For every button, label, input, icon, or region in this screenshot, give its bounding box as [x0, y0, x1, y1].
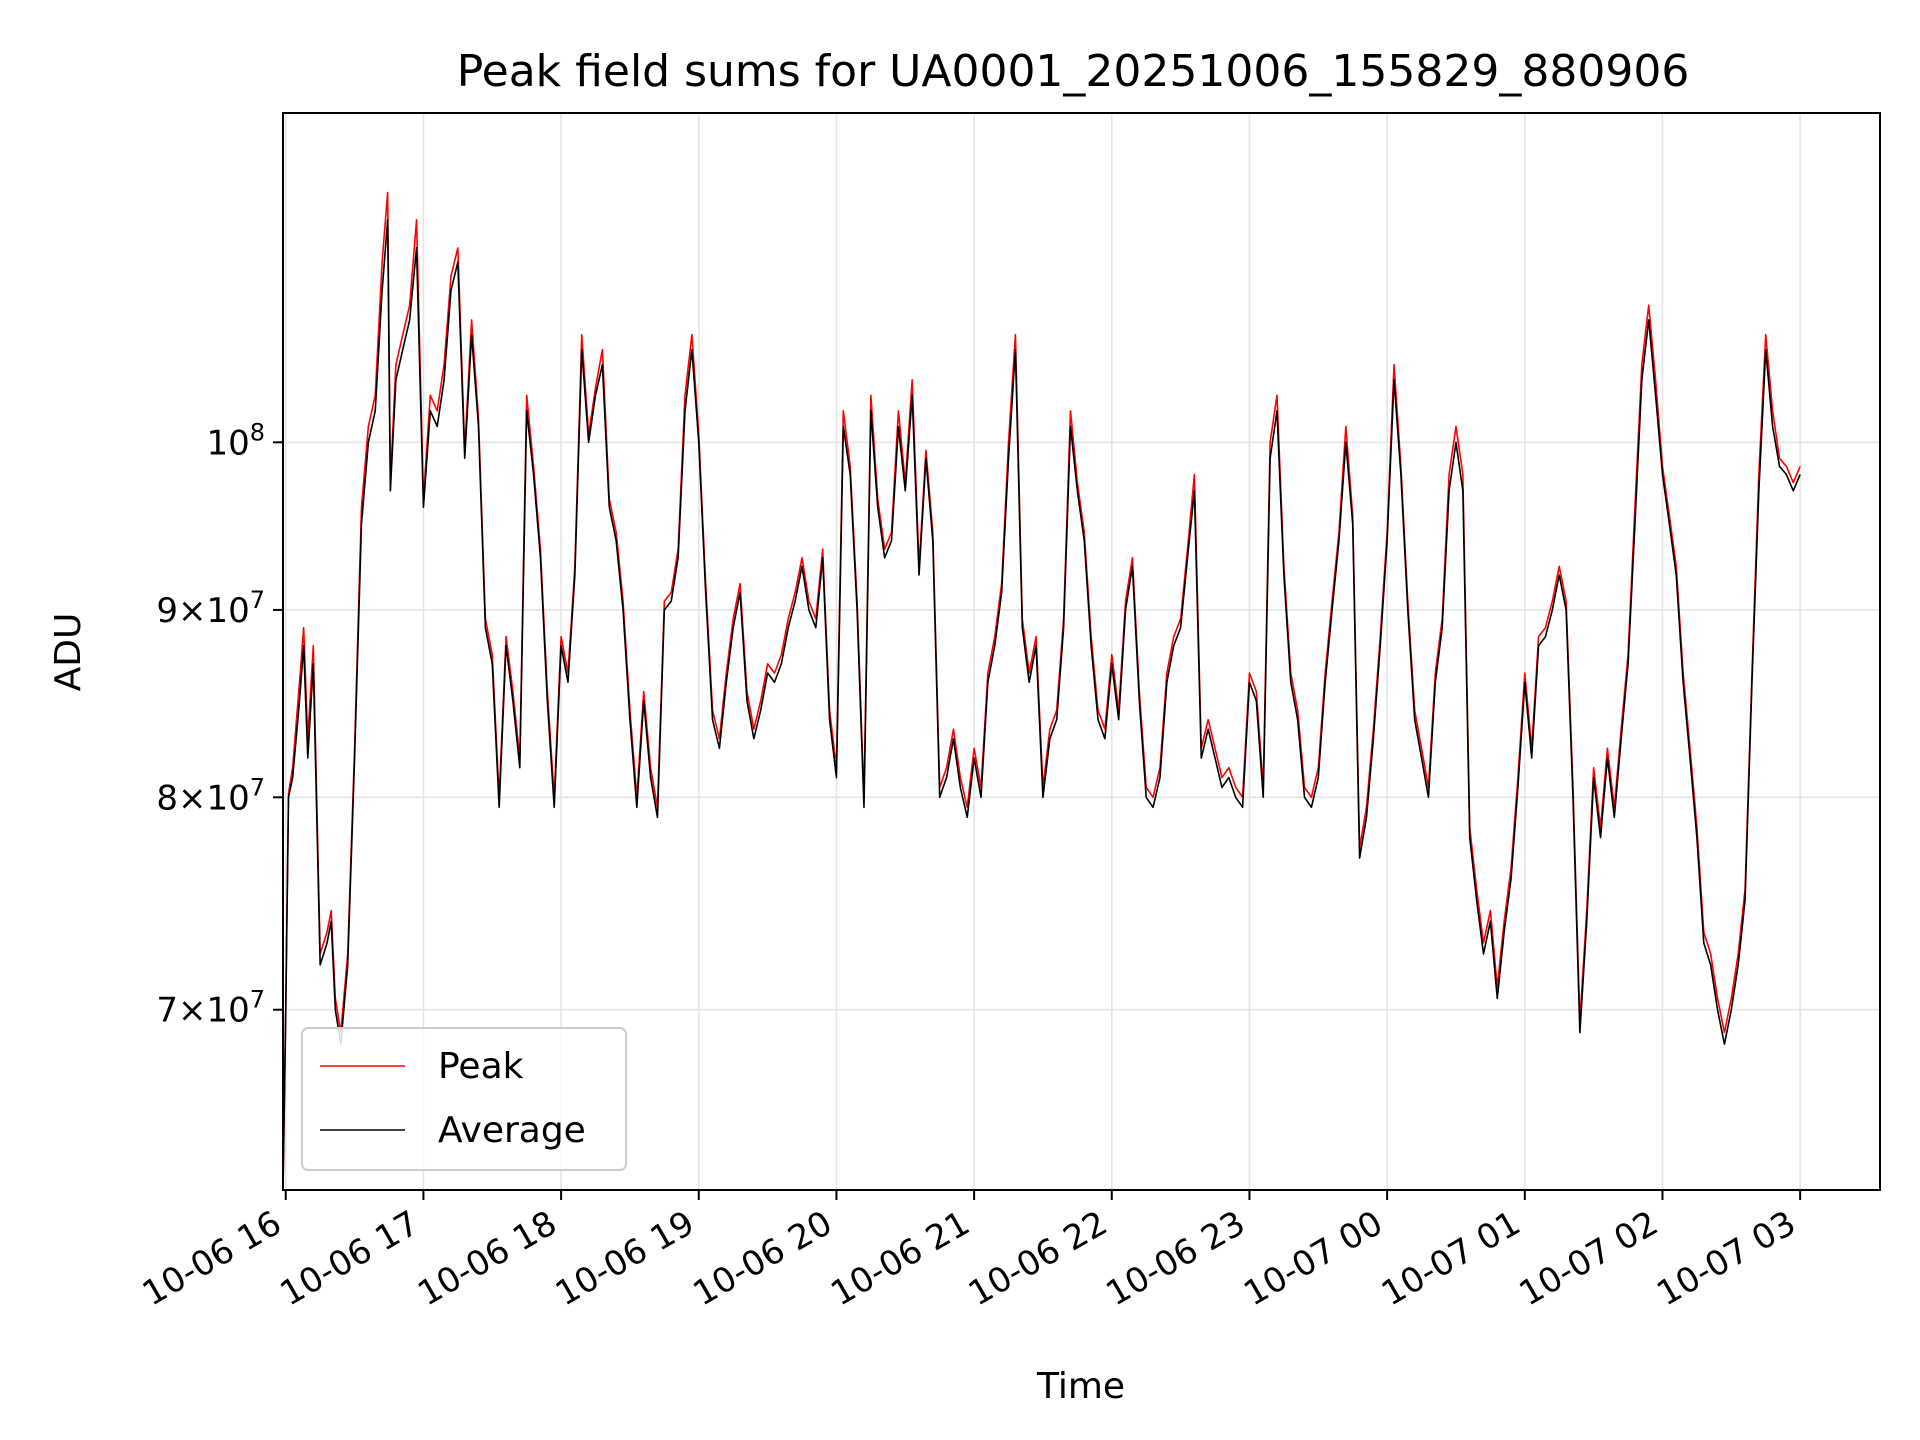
y-tick-label: 7×107: [156, 986, 265, 1031]
y-tick-label: 9×107: [156, 586, 265, 631]
x-axis-label: Time: [1036, 1366, 1125, 1407]
y-tick-label: 8×107: [156, 773, 265, 818]
legend-frame: [301, 1027, 627, 1171]
legend-average-label: Average: [438, 1110, 586, 1151]
chart-title: Peak field sums for UA0001_20251006_1558…: [457, 46, 1690, 97]
grid: [283, 113, 1880, 1190]
y-tick-label: 108: [206, 418, 265, 463]
peak-series-line: [283, 191, 1801, 1190]
legend: Peak Average: [301, 1027, 627, 1171]
legend-peak-label: Peak: [438, 1046, 524, 1087]
plot-area-border: [282, 112, 1881, 1191]
series-lines: [283, 191, 1801, 1190]
y-axis-label: ADU: [48, 613, 89, 692]
average-series-line: [283, 219, 1801, 1190]
